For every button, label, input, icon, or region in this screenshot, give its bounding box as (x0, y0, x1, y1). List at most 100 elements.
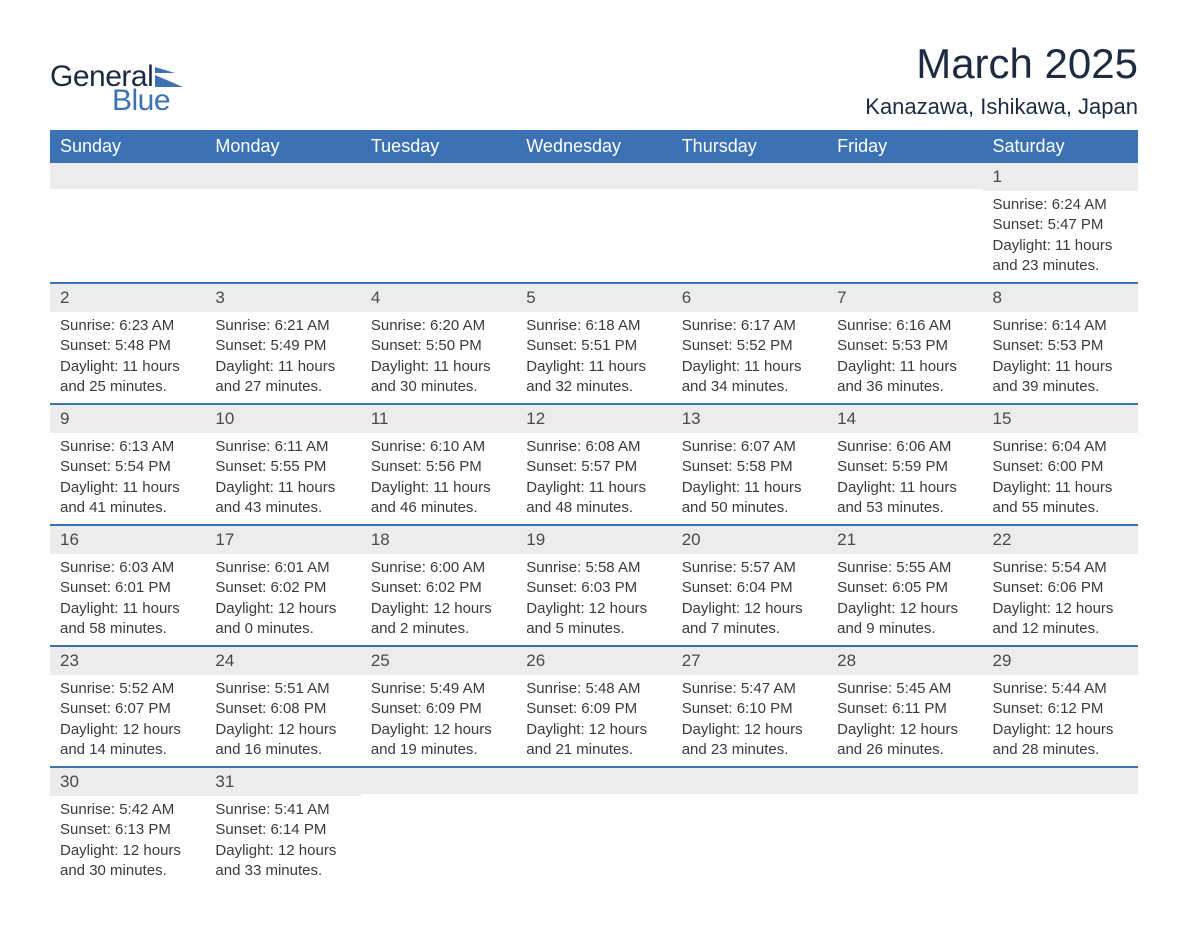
sunrise-text: Sunrise: 6:08 AM (526, 437, 661, 457)
day-number: 11 (361, 405, 516, 433)
sunset-text: Sunset: 5:54 PM (60, 457, 195, 477)
sunset-text: Sunset: 6:08 PM (215, 699, 350, 719)
daylight-text: Daylight: 11 hours and 48 minutes. (526, 478, 661, 519)
calendar-cell (361, 163, 516, 283)
daylight-text: Daylight: 11 hours and 58 minutes. (60, 599, 195, 640)
location-subtitle: Kanazawa, Ishikawa, Japan (865, 94, 1138, 120)
daylight-text: Daylight: 12 hours and 2 minutes. (371, 599, 506, 640)
day-body (672, 189, 827, 269)
calendar-table: Sunday Monday Tuesday Wednesday Thursday… (50, 130, 1138, 887)
sunrise-text: Sunrise: 6:20 AM (371, 316, 506, 336)
day-number: 30 (50, 768, 205, 796)
daylight-text: Daylight: 12 hours and 0 minutes. (215, 599, 350, 640)
day-body (205, 189, 360, 269)
sunrise-text: Sunrise: 6:13 AM (60, 437, 195, 457)
calendar-week-row: 23Sunrise: 5:52 AMSunset: 6:07 PMDayligh… (50, 646, 1138, 767)
day-number: 1 (983, 163, 1138, 191)
day-body: Sunrise: 6:01 AMSunset: 6:02 PMDaylight:… (205, 554, 360, 645)
sunrise-text: Sunrise: 5:49 AM (371, 679, 506, 699)
calendar-cell: 12Sunrise: 6:08 AMSunset: 5:57 PMDayligh… (516, 404, 671, 525)
sunset-text: Sunset: 6:07 PM (60, 699, 195, 719)
daylight-text: Daylight: 11 hours and 30 minutes. (371, 357, 506, 398)
daylight-text: Daylight: 12 hours and 21 minutes. (526, 720, 661, 761)
sunrise-text: Sunrise: 6:17 AM (682, 316, 817, 336)
day-body (361, 189, 516, 269)
sunrise-text: Sunrise: 6:04 AM (993, 437, 1128, 457)
sunrise-text: Sunrise: 6:14 AM (993, 316, 1128, 336)
calendar-cell: 29Sunrise: 5:44 AMSunset: 6:12 PMDayligh… (983, 646, 1138, 767)
calendar-header-row: Sunday Monday Tuesday Wednesday Thursday… (50, 130, 1138, 163)
daylight-text: Daylight: 11 hours and 55 minutes. (993, 478, 1128, 519)
daylight-text: Daylight: 11 hours and 39 minutes. (993, 357, 1128, 398)
sunset-text: Sunset: 6:06 PM (993, 578, 1128, 598)
day-body: Sunrise: 6:18 AMSunset: 5:51 PMDaylight:… (516, 312, 671, 403)
calendar-cell: 26Sunrise: 5:48 AMSunset: 6:09 PMDayligh… (516, 646, 671, 767)
day-number (361, 163, 516, 189)
calendar-cell: 1Sunrise: 6:24 AMSunset: 5:47 PMDaylight… (983, 163, 1138, 283)
sunrise-text: Sunrise: 6:00 AM (371, 558, 506, 578)
calendar-cell: 17Sunrise: 6:01 AMSunset: 6:02 PMDayligh… (205, 525, 360, 646)
day-body: Sunrise: 6:14 AMSunset: 5:53 PMDaylight:… (983, 312, 1138, 403)
calendar-cell (205, 163, 360, 283)
sunrise-text: Sunrise: 6:11 AM (215, 437, 350, 457)
day-number: 20 (672, 526, 827, 554)
sunset-text: Sunset: 6:01 PM (60, 578, 195, 598)
daylight-text: Daylight: 12 hours and 14 minutes. (60, 720, 195, 761)
day-number (50, 163, 205, 189)
sunrise-text: Sunrise: 6:10 AM (371, 437, 506, 457)
day-body: Sunrise: 5:45 AMSunset: 6:11 PMDaylight:… (827, 675, 982, 766)
day-body: Sunrise: 6:16 AMSunset: 5:53 PMDaylight:… (827, 312, 982, 403)
daylight-text: Daylight: 12 hours and 23 minutes. (682, 720, 817, 761)
calendar-cell: 25Sunrise: 5:49 AMSunset: 6:09 PMDayligh… (361, 646, 516, 767)
calendar-cell (827, 767, 982, 887)
sunset-text: Sunset: 5:47 PM (993, 215, 1128, 235)
day-number: 25 (361, 647, 516, 675)
daylight-text: Daylight: 12 hours and 19 minutes. (371, 720, 506, 761)
day-number (516, 163, 671, 189)
daylight-text: Daylight: 11 hours and 25 minutes. (60, 357, 195, 398)
calendar-cell (361, 767, 516, 887)
day-body: Sunrise: 6:08 AMSunset: 5:57 PMDaylight:… (516, 433, 671, 524)
sunrise-text: Sunrise: 5:47 AM (682, 679, 817, 699)
sunset-text: Sunset: 5:52 PM (682, 336, 817, 356)
day-body: Sunrise: 6:23 AMSunset: 5:48 PMDaylight:… (50, 312, 205, 403)
sunset-text: Sunset: 6:14 PM (215, 820, 350, 840)
daylight-text: Daylight: 11 hours and 41 minutes. (60, 478, 195, 519)
calendar-cell: 5Sunrise: 6:18 AMSunset: 5:51 PMDaylight… (516, 283, 671, 404)
sunrise-text: Sunrise: 5:48 AM (526, 679, 661, 699)
day-body (516, 189, 671, 269)
calendar-cell (50, 163, 205, 283)
sunset-text: Sunset: 6:10 PM (682, 699, 817, 719)
day-body: Sunrise: 6:11 AMSunset: 5:55 PMDaylight:… (205, 433, 360, 524)
sunset-text: Sunset: 6:02 PM (215, 578, 350, 598)
daylight-text: Daylight: 12 hours and 12 minutes. (993, 599, 1128, 640)
day-number: 16 (50, 526, 205, 554)
sunset-text: Sunset: 5:50 PM (371, 336, 506, 356)
sunset-text: Sunset: 5:51 PM (526, 336, 661, 356)
sunset-text: Sunset: 6:13 PM (60, 820, 195, 840)
day-body: Sunrise: 5:58 AMSunset: 6:03 PMDaylight:… (516, 554, 671, 645)
day-body: Sunrise: 6:06 AMSunset: 5:59 PMDaylight:… (827, 433, 982, 524)
day-body: Sunrise: 6:17 AMSunset: 5:52 PMDaylight:… (672, 312, 827, 403)
day-number (983, 768, 1138, 794)
calendar-week-row: 16Sunrise: 6:03 AMSunset: 6:01 PMDayligh… (50, 525, 1138, 646)
sunrise-text: Sunrise: 6:03 AM (60, 558, 195, 578)
day-number: 4 (361, 284, 516, 312)
sunset-text: Sunset: 6:00 PM (993, 457, 1128, 477)
day-number (516, 768, 671, 794)
calendar-cell: 21Sunrise: 5:55 AMSunset: 6:05 PMDayligh… (827, 525, 982, 646)
sunset-text: Sunset: 6:03 PM (526, 578, 661, 598)
calendar-cell (983, 767, 1138, 887)
calendar-cell: 15Sunrise: 6:04 AMSunset: 6:00 PMDayligh… (983, 404, 1138, 525)
sunrise-text: Sunrise: 5:54 AM (993, 558, 1128, 578)
sunrise-text: Sunrise: 6:23 AM (60, 316, 195, 336)
daylight-text: Daylight: 12 hours and 16 minutes. (215, 720, 350, 761)
calendar-week-row: 30Sunrise: 5:42 AMSunset: 6:13 PMDayligh… (50, 767, 1138, 887)
calendar-cell: 6Sunrise: 6:17 AMSunset: 5:52 PMDaylight… (672, 283, 827, 404)
dow-friday: Friday (827, 130, 982, 163)
sunrise-text: Sunrise: 5:51 AM (215, 679, 350, 699)
sunset-text: Sunset: 6:11 PM (837, 699, 972, 719)
calendar-cell: 19Sunrise: 5:58 AMSunset: 6:03 PMDayligh… (516, 525, 671, 646)
sunrise-text: Sunrise: 5:44 AM (993, 679, 1128, 699)
daylight-text: Daylight: 12 hours and 7 minutes. (682, 599, 817, 640)
